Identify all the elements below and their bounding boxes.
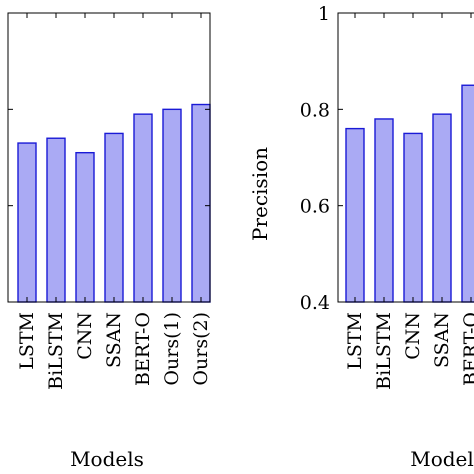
bar-ours-1- xyxy=(162,108,182,303)
x-tick-label: LSTM xyxy=(344,312,366,370)
axis-frame xyxy=(337,12,474,303)
bar-ssan xyxy=(104,132,124,303)
x-tick-label: CNN xyxy=(402,312,424,360)
bar-bilstm xyxy=(374,118,394,303)
bar-bert-o xyxy=(461,84,474,303)
bar-ssan xyxy=(432,113,452,303)
y-tick-label: 1 xyxy=(318,3,330,25)
axis-frame xyxy=(7,12,211,303)
bar-bilstm xyxy=(46,137,66,303)
x-tick-label: Ours(1) xyxy=(161,312,183,386)
right-chart-panel: 0.4 0.6 0.8 1 LSTM BiLSTM CNN SSAN BERT-O Model Pr… xyxy=(248,3,474,471)
x-axis-title: Models xyxy=(70,447,144,471)
x-tick-label: BERT-O xyxy=(132,312,154,386)
y-tick-label: 0.4 xyxy=(300,292,330,314)
y-tick-label: 0.8 xyxy=(300,99,330,121)
bar-bert-o xyxy=(133,113,153,303)
x-tick-label: LSTM xyxy=(16,312,38,370)
x-axis-title: Model xyxy=(410,447,474,471)
x-tick-label: BiLSTM xyxy=(373,312,395,390)
left-chart-panel: LSTM BiLSTM CNN SSAN BERT-O Ours(1) Ours(2) Mod… xyxy=(7,12,212,471)
x-tick-label: Ours(2) xyxy=(190,312,212,386)
y-tick-label: 0.6 xyxy=(300,196,330,218)
x-tick-label: SSAN xyxy=(103,312,125,368)
bar-lstm xyxy=(17,142,37,303)
x-tick-label: CNN xyxy=(74,312,96,360)
bar-ours-2- xyxy=(191,103,211,303)
y-axis-title: Precision xyxy=(248,147,272,241)
bar-cnn xyxy=(403,132,423,303)
x-tick-label: BiLSTM xyxy=(45,312,67,390)
bar-cnn xyxy=(75,151,95,303)
bar-lstm xyxy=(345,127,365,303)
x-tick-label: BERT-O xyxy=(460,312,474,386)
x-tick-label: SSAN xyxy=(431,312,453,368)
